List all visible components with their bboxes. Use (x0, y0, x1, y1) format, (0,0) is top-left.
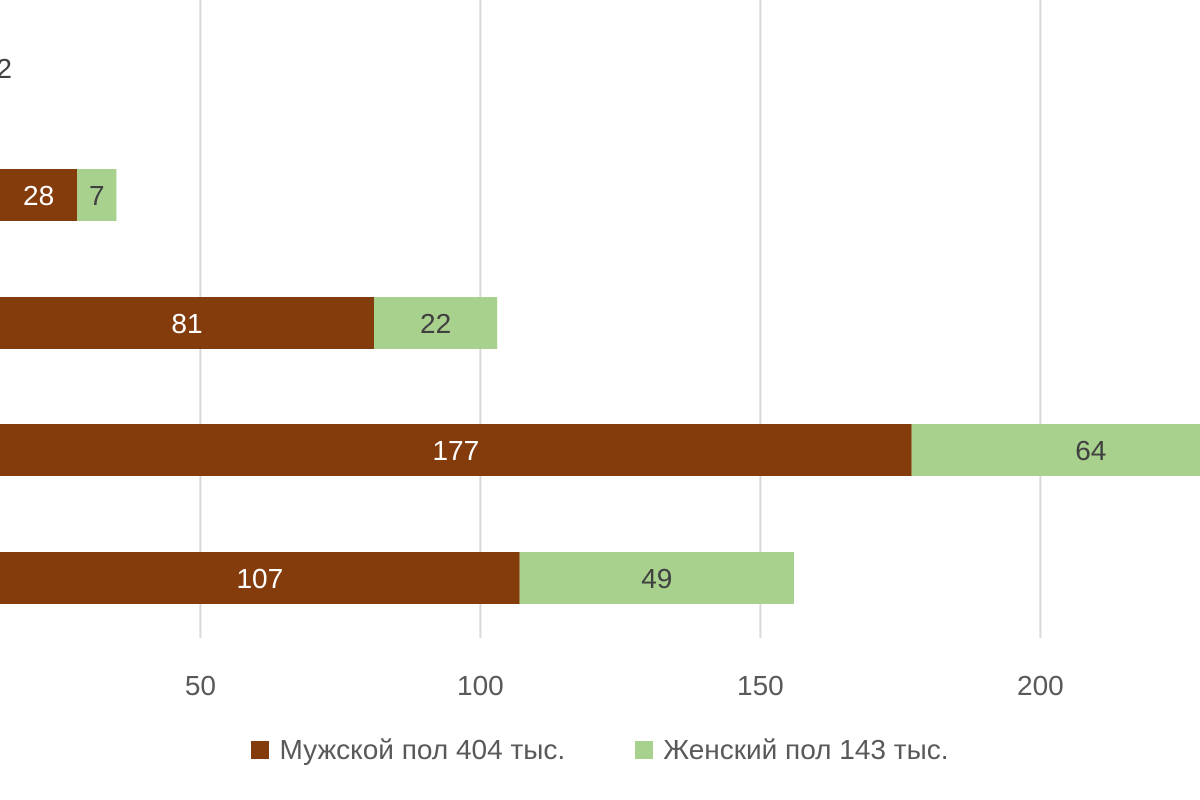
legend: Мужской пол 404 тыс. Женский пол 143 тыс… (0, 728, 1200, 772)
bar-male-2 (0, 297, 374, 349)
x-tick-label: 150 (737, 670, 784, 701)
bar-female-4 (519, 552, 794, 604)
legend-swatch-female (635, 741, 654, 759)
data-label-male-4: 107 (236, 563, 283, 594)
data-label-male-0: 2 (0, 53, 12, 84)
bar-male-4 (0, 552, 520, 604)
bar-female-2 (374, 297, 498, 349)
data-label-male-3: 177 (432, 435, 479, 466)
legend-swatch-male (251, 741, 270, 759)
legend-label-male: Мужской пол 404 тыс. (279, 734, 566, 765)
x-tick-label: 50 (185, 670, 216, 701)
bar-male-1 (0, 169, 78, 221)
data-label-female-3: 64 (1075, 435, 1106, 466)
x-tick-label: 200 (1017, 670, 1064, 701)
data-label-male-1: 28 (23, 180, 54, 211)
data-label-male-2: 81 (171, 308, 202, 339)
data-label-female-1: 7 (89, 180, 105, 211)
x-tick-label: 100 (457, 670, 504, 701)
data-label-female-2: 22 (420, 308, 451, 339)
legend-label-female: Женский пол 143 тыс. (663, 734, 949, 765)
bar-male-3 (0, 424, 912, 476)
legend-item-male: Мужской пол 404 тыс. (251, 734, 565, 766)
bar-female-3 (911, 424, 1200, 476)
data-label-female-4: 49 (641, 563, 672, 594)
bar-female-1 (77, 169, 117, 221)
legend-item-female: Женский пол 143 тыс. (635, 734, 949, 766)
